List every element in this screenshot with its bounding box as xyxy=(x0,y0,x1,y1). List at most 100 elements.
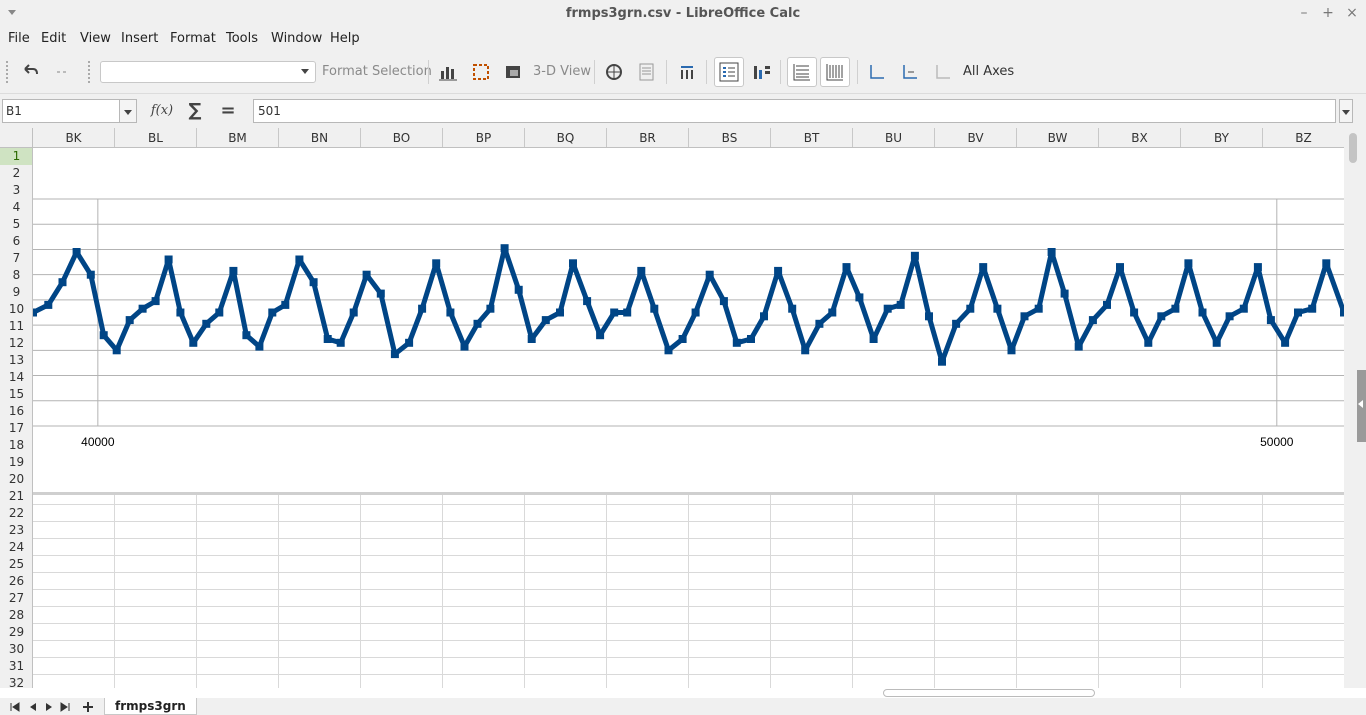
menu-format[interactable]: Format xyxy=(170,31,216,46)
sheet-tab-frmps3grn[interactable]: frmps3grn xyxy=(104,698,197,715)
menu-insert[interactable]: Insert xyxy=(121,31,159,46)
formula-button[interactable]: = xyxy=(220,100,236,121)
expand-formula-bar-button[interactable] xyxy=(1339,99,1353,123)
select-all-corner[interactable] xyxy=(0,128,33,148)
column-header-bw[interactable]: BW xyxy=(1017,128,1099,147)
row-header-8[interactable]: 8 xyxy=(12,268,21,282)
first-sheet-icon[interactable] xyxy=(8,701,22,713)
menu-file[interactable]: File xyxy=(8,31,30,46)
row-header-26[interactable]: 26 xyxy=(8,574,25,588)
row-header-20[interactable]: 20 xyxy=(8,472,25,486)
row-header-27[interactable]: 27 xyxy=(8,591,25,605)
row-header-14[interactable]: 14 xyxy=(8,370,25,384)
column-header-bk[interactable]: BK xyxy=(33,128,115,147)
row-header-31[interactable]: 31 xyxy=(8,659,25,673)
chart-object[interactable]: 40000 50000 xyxy=(33,148,1344,495)
formula-input[interactable]: 501 xyxy=(253,99,1336,123)
horizontal-grids-icon[interactable] xyxy=(787,57,817,87)
row-header-32[interactable]: 32 xyxy=(8,676,25,688)
column-header-bl[interactable]: BL xyxy=(115,128,197,147)
menu-tools[interactable]: Tools xyxy=(226,31,259,46)
menu-help[interactable]: Help xyxy=(330,31,360,46)
row-header-21[interactable]: 21 xyxy=(8,489,25,503)
data-table-icon[interactable] xyxy=(634,59,660,85)
column-header-bz[interactable]: BZ xyxy=(1263,128,1344,147)
3d-view-button[interactable]: 3-D View xyxy=(533,64,591,79)
column-header-bp[interactable]: BP xyxy=(443,128,525,147)
row-header-12[interactable]: 12 xyxy=(8,336,25,350)
last-sheet-icon[interactable] xyxy=(58,701,72,713)
y-axis-icon[interactable] xyxy=(897,59,923,85)
column-header-bn[interactable]: BN xyxy=(279,128,361,147)
menu-view[interactable]: View xyxy=(80,31,111,46)
toolbar-grip[interactable] xyxy=(6,61,10,83)
vertical-grids-icon[interactable] xyxy=(820,57,850,87)
row-header-30[interactable]: 30 xyxy=(8,642,25,656)
row-header-17[interactable]: 17 xyxy=(8,421,25,435)
row-header-13[interactable]: 13 xyxy=(8,353,25,367)
column-header-bo[interactable]: BO xyxy=(361,128,443,147)
legend-icon[interactable] xyxy=(749,59,775,85)
name-box[interactable]: B1 xyxy=(2,99,120,123)
vertical-scrollbar[interactable] xyxy=(1344,128,1366,688)
close-icon[interactable]: × xyxy=(1346,5,1358,21)
column-header-bt[interactable]: BT xyxy=(771,128,853,147)
window-menu-icon[interactable] xyxy=(6,6,18,18)
row-header-19[interactable]: 19 xyxy=(8,455,25,469)
horizontal-scrollbar[interactable] xyxy=(0,688,1344,698)
row-header-10[interactable]: 10 xyxy=(8,302,25,316)
row-header-1[interactable]: 1 xyxy=(0,148,32,165)
redo-icon[interactable] xyxy=(50,59,76,85)
legend-on-off-icon[interactable] xyxy=(714,57,744,87)
row-header-28[interactable]: 28 xyxy=(8,608,25,622)
add-sheet-icon[interactable] xyxy=(81,701,95,713)
row-header-24[interactable]: 24 xyxy=(8,540,25,554)
row-header-5[interactable]: 5 xyxy=(12,217,21,231)
all-axes-button[interactable]: All Axes xyxy=(963,64,1015,79)
column-header-bq[interactable]: BQ xyxy=(525,128,607,147)
row-header-29[interactable]: 29 xyxy=(8,625,25,639)
x-axis-icon[interactable] xyxy=(864,59,890,85)
row-header-23[interactable]: 23 xyxy=(8,523,25,537)
minimize-icon[interactable]: – xyxy=(1300,5,1308,21)
data-ranges-icon[interactable] xyxy=(601,59,627,85)
z-axis-icon[interactable] xyxy=(930,59,956,85)
chart-type-icon[interactable] xyxy=(435,59,461,85)
row-header-4[interactable]: 4 xyxy=(12,200,21,214)
column-header-br[interactable]: BR xyxy=(607,128,689,147)
row-header-18[interactable]: 18 xyxy=(8,438,25,452)
row-header-22[interactable]: 22 xyxy=(8,506,25,520)
row-header-16[interactable]: 16 xyxy=(8,404,25,418)
chart-element-select[interactable] xyxy=(100,61,316,83)
horizontal-scroll-thumb[interactable] xyxy=(883,689,1095,697)
name-box-dropdown[interactable] xyxy=(119,99,137,123)
column-header-bs[interactable]: BS xyxy=(689,128,771,147)
sidebar-toggle[interactable] xyxy=(1357,370,1366,442)
row-header-3[interactable]: 3 xyxy=(12,183,21,197)
vertical-scroll-thumb[interactable] xyxy=(1349,133,1357,163)
main-title-icon[interactable] xyxy=(674,59,700,85)
column-header-bv[interactable]: BV xyxy=(935,128,1017,147)
menu-edit[interactable]: Edit xyxy=(41,31,67,46)
row-header-6[interactable]: 6 xyxy=(12,234,21,248)
row-header-9[interactable]: 9 xyxy=(12,285,21,299)
row-header-7[interactable]: 7 xyxy=(12,251,21,265)
column-header-bu[interactable]: BU xyxy=(853,128,935,147)
format-selection-button[interactable]: Format Selection xyxy=(322,64,432,79)
chart-wall-icon[interactable] xyxy=(501,59,527,85)
row-header-2[interactable]: 2 xyxy=(12,166,21,180)
maximize-icon[interactable]: + xyxy=(1322,5,1334,21)
row-header-11[interactable]: 11 xyxy=(8,319,25,333)
sum-button[interactable]: ∑ xyxy=(188,100,202,121)
function-wizard-button[interactable]: f(x) xyxy=(150,103,174,118)
row-header-25[interactable]: 25 xyxy=(8,557,25,571)
row-header-15[interactable]: 15 xyxy=(8,387,25,401)
menu-window[interactable]: Window xyxy=(271,31,323,46)
chart-area-icon[interactable] xyxy=(468,59,494,85)
prev-sheet-icon[interactable] xyxy=(26,701,40,713)
toolbar-grip[interactable] xyxy=(88,61,92,83)
next-sheet-icon[interactable] xyxy=(42,701,56,713)
undo-icon[interactable] xyxy=(17,59,43,85)
column-header-bm[interactable]: BM xyxy=(197,128,279,147)
